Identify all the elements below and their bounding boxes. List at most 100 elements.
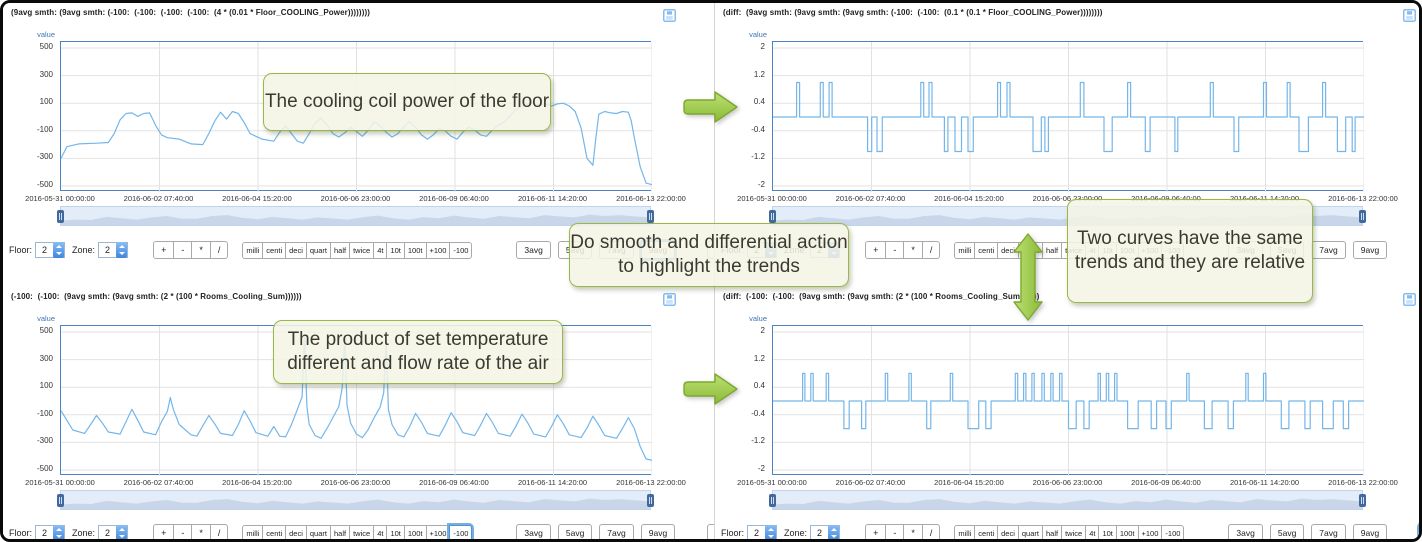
- scale-button-4t[interactable]: 4t: [1085, 524, 1100, 539]
- op-button-multiply[interactable]: *: [191, 524, 211, 539]
- scale-button-milli[interactable]: milli: [242, 524, 264, 539]
- scale-button-10t[interactable]: 10t: [386, 241, 405, 259]
- navigator-left-handle[interactable]: [769, 210, 776, 223]
- avg-button-7avg[interactable]: 7avg: [599, 524, 634, 539]
- avg-button-9avg[interactable]: 9avg: [640, 524, 676, 539]
- scale-button-centi[interactable]: centi: [974, 241, 999, 259]
- scale-button-half[interactable]: half: [1042, 241, 1063, 259]
- scale-button-twice[interactable]: twice: [349, 241, 375, 259]
- scale-button-quart[interactable]: quart: [1017, 524, 1043, 539]
- scale-button-half[interactable]: half: [1042, 524, 1063, 539]
- scale-button-milli[interactable]: milli: [242, 241, 264, 259]
- scale-button-100t[interactable]: 100t: [1115, 524, 1139, 539]
- scale-button-plus100[interactable]: +100: [1137, 524, 1163, 539]
- op-button-minus[interactable]: -: [885, 241, 905, 259]
- scale-button-quart[interactable]: quart: [305, 524, 331, 539]
- op-button-minus[interactable]: -: [885, 524, 905, 539]
- scale-button-centi[interactable]: centi: [974, 524, 999, 539]
- select-stepper-icon[interactable]: [53, 525, 65, 539]
- chart-title: (-100: (-100: (9avg smth: (9avg smth: (2…: [11, 292, 302, 301]
- op-button-plus[interactable]: +: [153, 241, 175, 259]
- floor-select[interactable]: 2: [35, 525, 66, 539]
- scale-button-deci[interactable]: deci: [285, 241, 307, 259]
- zone-select[interactable]: 2: [98, 525, 129, 539]
- floor-select[interactable]: 2: [35, 242, 66, 258]
- navigator-right-handle[interactable]: [1359, 494, 1366, 507]
- scale-button-4t[interactable]: 4t: [373, 524, 388, 539]
- op-button-divide[interactable]: /: [209, 241, 229, 259]
- scale-button-twice[interactable]: twice: [349, 524, 375, 539]
- op-button-multiply[interactable]: *: [903, 524, 923, 539]
- plot-area[interactable]: [772, 41, 1364, 192]
- avg-button-3avg[interactable]: 3avg: [516, 524, 551, 539]
- scale-button-minus100[interactable]: -100: [449, 241, 473, 259]
- navigator-right-handle[interactable]: [647, 210, 654, 223]
- scale-button-10t[interactable]: 10t: [1098, 524, 1117, 539]
- avg-button-3avg[interactable]: 3avg: [1228, 524, 1263, 539]
- scale-button-minus100[interactable]: -100: [1161, 524, 1185, 539]
- scale-button-minus100[interactable]: -100: [449, 524, 473, 539]
- avg-button-5avg[interactable]: 5avg: [557, 524, 593, 539]
- scale-button-quart[interactable]: quart: [305, 241, 331, 259]
- navigator-right-handle[interactable]: [647, 494, 654, 507]
- scale-button-milli[interactable]: milli: [954, 524, 976, 539]
- scale-button-half[interactable]: half: [330, 524, 351, 539]
- x-axis-tick: 2016-06-13 22:00:00: [616, 194, 686, 203]
- op-button-divide[interactable]: /: [209, 524, 229, 539]
- scale-button-plus100[interactable]: +100: [425, 241, 451, 259]
- plot-area[interactable]: [772, 325, 1364, 476]
- op-button-multiply[interactable]: *: [903, 241, 923, 259]
- scale-button-milli[interactable]: milli: [954, 241, 976, 259]
- export-save-icon[interactable]: [663, 293, 676, 311]
- chart-plot-region[interactable]: value 2 1.2 0.4 -0.4 -1.2 -2 2016-05-31 00:00:0…: [715, 3, 1419, 235]
- navigator-slider[interactable]: [57, 206, 654, 226]
- navigator-left-handle[interactable]: [769, 494, 776, 507]
- chart-plot-region[interactable]: value 2 1.2 0.4 -0.4 -1.2 -2 2016-05-31 00:00:0…: [715, 287, 1419, 519]
- scale-button-centi[interactable]: centi: [262, 524, 287, 539]
- scale-button-twice[interactable]: twice: [1061, 524, 1087, 539]
- select-stepper-icon[interactable]: [53, 242, 65, 258]
- scale-button-4t[interactable]: 4t: [373, 241, 388, 259]
- op-button-minus[interactable]: -: [173, 241, 193, 259]
- navigator-right-handle[interactable]: [1359, 210, 1366, 223]
- op-button-divide[interactable]: /: [921, 241, 941, 259]
- export-save-icon[interactable]: [663, 9, 676, 27]
- export-save-icon[interactable]: [1403, 9, 1416, 27]
- scale-button-deci[interactable]: deci: [285, 524, 307, 539]
- export-save-icon[interactable]: [1403, 293, 1416, 311]
- scale-button-half[interactable]: half: [330, 241, 351, 259]
- avg-button-5avg[interactable]: 5avg: [1269, 524, 1305, 539]
- avg-button-7avg[interactable]: 7avg: [1311, 524, 1346, 539]
- scale-button-plus100[interactable]: +100: [425, 524, 451, 539]
- scale-button-100t[interactable]: 100t: [403, 524, 427, 539]
- select-stepper-icon[interactable]: [116, 242, 128, 258]
- op-button-minus[interactable]: -: [173, 524, 193, 539]
- floor-select[interactable]: 2: [747, 525, 778, 539]
- select-stepper-icon[interactable]: [116, 525, 128, 539]
- scale-button-100t[interactable]: 100t: [403, 241, 427, 259]
- avg-button-9avg[interactable]: 9avg: [1352, 241, 1388, 259]
- avg-button-7avg[interactable]: 7avg: [1311, 241, 1346, 259]
- select-stepper-icon[interactable]: [828, 525, 840, 539]
- op-button-plus[interactable]: +: [153, 524, 175, 539]
- op-button-plus[interactable]: +: [865, 241, 887, 259]
- x-axis-tick: 2016-05-31 00:00:00: [25, 478, 95, 487]
- navigator-left-handle[interactable]: [57, 494, 64, 507]
- op-button-multiply[interactable]: *: [191, 241, 211, 259]
- navigator-slider[interactable]: [769, 490, 1366, 510]
- scale-button-deci[interactable]: deci: [997, 524, 1019, 539]
- avg-button-9avg[interactable]: 9avg: [1352, 524, 1388, 539]
- op-button-plus[interactable]: +: [865, 524, 887, 539]
- zone-select[interactable]: 2: [98, 242, 129, 258]
- chart-plot-region[interactable]: value 500 300 100 -100 -300 -500 2016-05-31 00:…: [3, 287, 714, 519]
- avg-button-3avg[interactable]: 3avg: [516, 241, 551, 259]
- scale-button-10t[interactable]: 10t: [386, 524, 405, 539]
- navigator-slider[interactable]: [57, 490, 654, 510]
- select-stepper-icon[interactable]: [765, 525, 777, 539]
- op-button-divide[interactable]: /: [921, 524, 941, 539]
- scale-button-centi[interactable]: centi: [262, 241, 287, 259]
- navigator-left-handle[interactable]: [57, 210, 64, 223]
- zone-select[interactable]: 2: [810, 525, 841, 539]
- chart-plot-region[interactable]: value 500 300 100 -100 -300 -500 2016-05-31 00:…: [3, 3, 714, 235]
